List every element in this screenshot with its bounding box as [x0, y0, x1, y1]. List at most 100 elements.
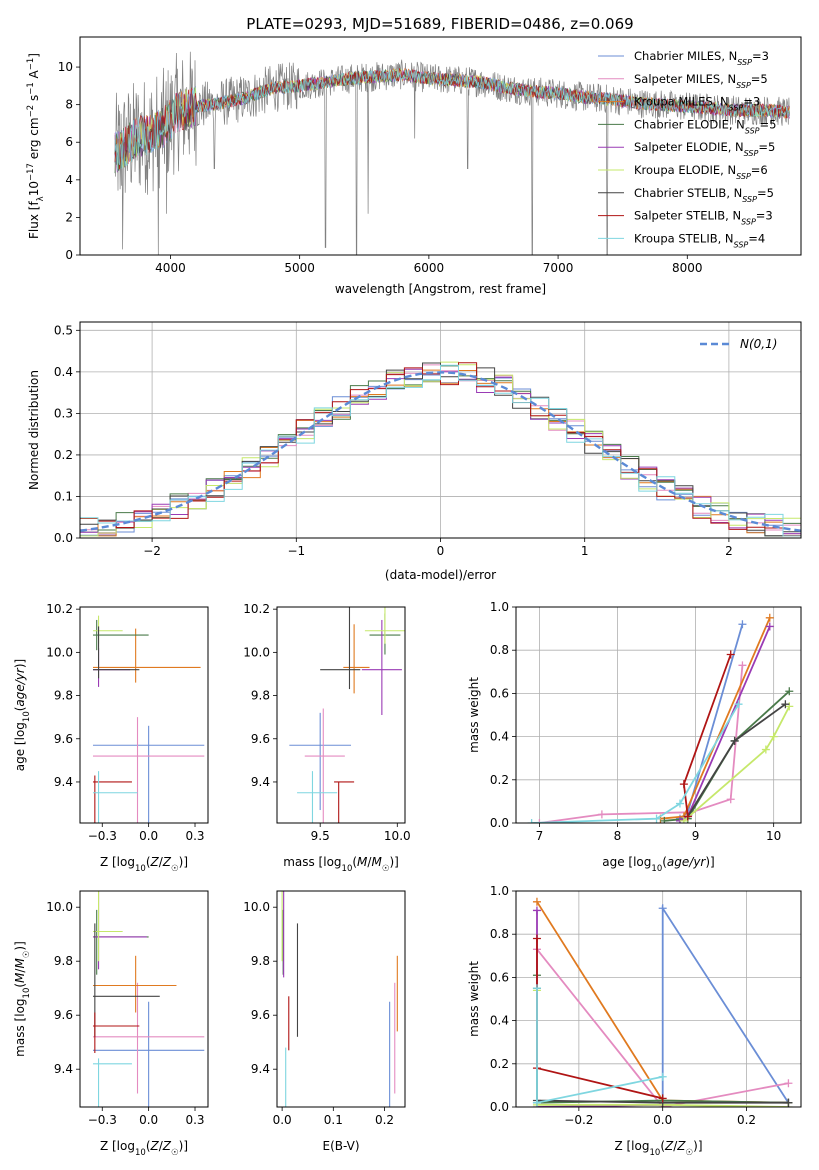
- legend-label: N(0,1): [740, 337, 777, 351]
- axes-mass_weight_vs_Z: −0.2 0.0 0.20.00.20.40.60.81.0Z [log10(Z/Z…: [467, 884, 802, 1158]
- x-tick-label: 8: [614, 829, 622, 843]
- y-tick-label: 10.0: [243, 900, 270, 914]
- y-tick-label: 9.8: [54, 954, 73, 968]
- label-part: ☉: [382, 864, 390, 874]
- label-part: mass [log: [13, 998, 27, 1056]
- label-part: )]: [179, 1139, 188, 1153]
- y-tick-label: 9.4: [54, 1062, 73, 1076]
- legend-label-part: SSP: [734, 240, 749, 249]
- axes-mass_vs_Z: −0.3 0.0 0.39.49.69.810.0Z [log10(Z/Z☉)]ma…: [13, 890, 209, 1158]
- x-tick-label: 10.0: [384, 829, 411, 843]
- label-part: Z [log: [614, 1139, 649, 1153]
- legend-label-part: SSP: [741, 217, 756, 226]
- weight-marker: [679, 780, 688, 789]
- weight-marker: [781, 700, 790, 709]
- legend-label-part: Salpeter ELODIE, N: [634, 140, 744, 154]
- label-part: 10: [27, 181, 41, 196]
- legend-label-part: Chabrier MILES, N: [634, 49, 737, 63]
- legend-label-part: SSP: [737, 58, 752, 67]
- y-tick-label: 9.8: [54, 689, 73, 703]
- x-axis-label: Z [log10(Z/Z☉)]: [100, 855, 188, 874]
- label-part: Z: [162, 855, 172, 869]
- x-axis-label: age [log10(age/yr)]: [602, 855, 714, 874]
- y-tick-label: 0.0: [54, 531, 73, 545]
- y-axis-label: Flux [fλ10−17 erg cm−2 s−1 A−1]: [26, 53, 46, 239]
- x-tick-label: 0.3: [185, 829, 204, 843]
- weight-line: [661, 905, 790, 1104]
- legend-label-part: Kroupa ELODIE, N: [634, 163, 736, 177]
- weight-marker: [726, 795, 735, 804]
- legend-label-part: SSP: [744, 149, 759, 158]
- legend-label-part: =4: [748, 231, 765, 245]
- weight-marker: [675, 799, 684, 808]
- x-tick-label: 8000: [672, 261, 703, 275]
- weight-marker: [597, 810, 606, 819]
- label-part: M: [13, 972, 27, 983]
- label-part: ☉: [171, 864, 179, 874]
- plot-area: [527, 613, 794, 823]
- legend-label-part: =5: [760, 117, 777, 131]
- axes-spectrum: 4000 5000 6000 7000 8000 0 2 4 6 8 10 wavelength [A…: [26, 36, 802, 296]
- x-tick-label: 0.0: [139, 829, 158, 843]
- label-part: −2: [26, 105, 36, 118]
- x-tick-label: 0.0: [653, 1113, 672, 1127]
- plot-area: [532, 897, 793, 1107]
- weight-marker: [785, 687, 794, 696]
- y-tick-label: 2: [65, 210, 73, 224]
- weight-marker: [765, 613, 774, 622]
- y-tick-label: 0.2: [490, 773, 509, 787]
- label-part: 10: [22, 711, 32, 722]
- weight-line: [683, 705, 791, 822]
- weight-marker: [769, 732, 778, 741]
- label-part: −17: [26, 163, 36, 181]
- weight-marker: [738, 620, 747, 629]
- legend-label-part: SSP: [745, 126, 760, 135]
- label-part: )]: [13, 659, 27, 668]
- y-tick-label: 9.4: [251, 775, 270, 789]
- label-part: age/yr: [667, 855, 706, 869]
- weight-marker: [532, 897, 541, 906]
- y-axis-label: Normed distribution: [27, 370, 41, 490]
- y-tick-label: 1.0: [490, 884, 509, 898]
- y-tick-label: 4: [65, 173, 73, 187]
- y-tick-label: 0.6: [490, 686, 509, 700]
- y-tick-label: 0.2: [490, 1057, 509, 1071]
- label-part: Z: [676, 1139, 686, 1153]
- label-part: age [log: [13, 722, 27, 771]
- label-part: −1: [26, 58, 36, 71]
- label-part: 10: [22, 988, 32, 999]
- y-tick-label: 0: [65, 248, 73, 262]
- x-axis-label: Z [log10(Z/Z☉)]: [100, 1139, 188, 1158]
- label-part: Flux [f: [27, 201, 41, 239]
- x-tick-label: 6000: [414, 261, 445, 275]
- weight-line: [531, 703, 740, 823]
- label-part: )]: [13, 941, 27, 950]
- x-tick-label: −2: [143, 544, 161, 558]
- gaussian-curve: [80, 371, 801, 532]
- y-tick-label: 10.0: [243, 645, 270, 659]
- axes-residuals: −2 −1 0 1 2 0.0 0.1 0.2 0.3 0.4 0.5 (data-model)/er…: [27, 321, 802, 582]
- y-tick-label: 10.2: [243, 602, 270, 616]
- y-tick-label: 9.8: [251, 689, 270, 703]
- legend-label: Kroupa STELIB, NSSP=4: [634, 231, 765, 249]
- x-tick-label: 1: [581, 544, 589, 558]
- label-part: (: [660, 1139, 665, 1153]
- plot-area: [114, 51, 790, 255]
- y-tick-label: 0.4: [54, 365, 73, 379]
- y-tick-label: 10.0: [46, 645, 73, 659]
- legend-label: Salpeter ELODIE, NSSP=5: [634, 140, 775, 158]
- axes-frame: [79, 36, 802, 256]
- weight-line: [539, 665, 744, 823]
- label-part: ☉: [171, 1148, 179, 1158]
- label-part: )]: [179, 855, 188, 869]
- label-part: Z [log: [100, 1139, 135, 1153]
- y-tick-label: 6: [65, 135, 73, 149]
- weight-marker: [658, 1094, 667, 1103]
- x-tick-label: 2: [725, 544, 733, 558]
- x-axis-label: E(B-V): [322, 1139, 359, 1153]
- x-axis-label: Z [log10(Z/Z☉)]: [614, 1139, 702, 1158]
- y-tick-label: 0.1: [54, 489, 73, 503]
- y-tick-label: 0.8: [490, 927, 509, 941]
- label-part: Z: [150, 855, 160, 869]
